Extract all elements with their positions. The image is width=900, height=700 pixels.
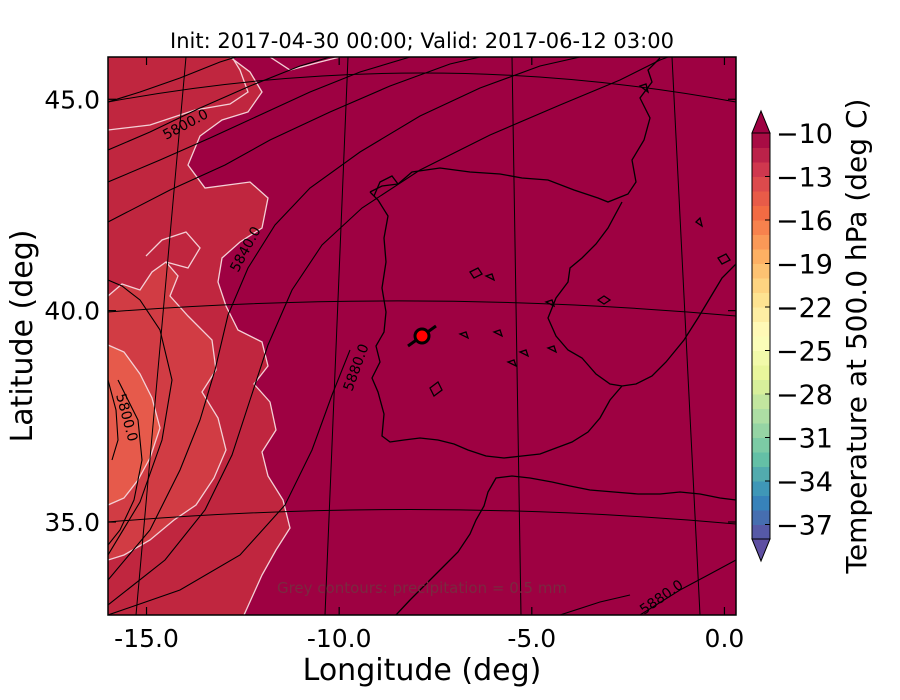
colorbar-band xyxy=(752,133,770,148)
coastline-iberia xyxy=(369,57,736,459)
coastline-africa xyxy=(395,475,736,615)
y-axis: 35.0 40.0 45.0 xyxy=(44,85,736,537)
plot-frame xyxy=(107,56,737,616)
temperature-contour-3 xyxy=(187,57,291,615)
colorbar-band xyxy=(752,263,770,279)
colorbar-band xyxy=(752,452,770,467)
x-tick-label: -5.0 xyxy=(507,624,556,653)
plot-area: Grey contours: precipitation = 0.5 mm 58… xyxy=(108,57,736,615)
colorbar-band xyxy=(752,336,770,351)
height-contour-10 xyxy=(108,379,119,461)
height-contour-8 xyxy=(108,349,351,615)
gridline-lat-40 xyxy=(108,300,736,317)
colorbar-band xyxy=(752,307,770,322)
height-contour-2 xyxy=(108,57,331,151)
colorbar-band xyxy=(752,220,770,235)
colorbar-tick-label: −22 xyxy=(776,293,833,324)
colorbar-tick-label: −10 xyxy=(776,119,833,150)
colorbar-band xyxy=(752,292,770,308)
temperature-contours xyxy=(108,57,341,615)
gridline-lat-45 xyxy=(108,72,736,103)
colorbar-tick-label: −16 xyxy=(776,206,833,237)
colorbar-tick-label: −34 xyxy=(776,467,833,498)
height-contour-6 xyxy=(108,279,173,556)
colorbar-band xyxy=(752,234,770,250)
height-contour-5 xyxy=(108,57,581,581)
height-contour-9 xyxy=(108,379,143,546)
colorbar-extend-min xyxy=(751,538,771,563)
colorbar-band xyxy=(752,147,770,163)
colorbar-band xyxy=(752,510,770,525)
colorbar-band xyxy=(752,394,770,409)
height-contour-11 xyxy=(639,559,736,615)
x-axis: -15.0 -10.0 -5.0 0.0 xyxy=(114,57,744,653)
chart-title: Init: 2017-04-30 00:00; Valid: 2017-06-1… xyxy=(170,29,674,53)
y-tick-label: 45.0 xyxy=(44,85,100,114)
colorbar-tick-label: −13 xyxy=(776,163,833,194)
x-axis-label: Longitude (deg) xyxy=(303,653,542,688)
colorbar-band xyxy=(752,162,770,177)
colorbar-tick-label: −31 xyxy=(776,424,833,455)
height-contour-7 xyxy=(108,57,669,606)
colorbar-band xyxy=(752,423,770,438)
temperature-contour-1 xyxy=(108,57,249,131)
height-contours xyxy=(108,57,736,615)
colorbar-band xyxy=(752,191,770,206)
temperature-contour-5 xyxy=(108,344,161,506)
y-axis-label: Latitude (deg) xyxy=(5,230,40,443)
height-contour-3 xyxy=(108,57,411,183)
gridline-lon-5 xyxy=(511,57,522,615)
gridline-lon-0 xyxy=(671,57,701,615)
precipitation-annotation: Grey contours: precipitation = 0.5 mm xyxy=(277,579,567,597)
colorbar-band xyxy=(752,524,770,540)
gridline-lat-35 xyxy=(108,509,736,525)
colorbar-band xyxy=(752,481,770,496)
y-tick-label: 40.0 xyxy=(44,297,100,326)
colorbar-band xyxy=(752,437,770,453)
height-contour-12 xyxy=(559,594,631,615)
colorbar-band xyxy=(752,278,770,293)
temperature-contour-4 xyxy=(108,261,227,561)
colorbar-band xyxy=(752,176,770,192)
colorbar-tick-label: −37 xyxy=(776,511,833,542)
colorbar-tick-label: −25 xyxy=(776,337,833,368)
coastline xyxy=(369,57,736,615)
colorbar-band xyxy=(752,495,770,511)
height-contour-4 xyxy=(108,57,481,223)
y-tick-label: 35.0 xyxy=(44,508,100,537)
temperature-contour-6 xyxy=(145,231,201,269)
colorbar-band xyxy=(752,205,770,221)
colorbar-band xyxy=(752,379,770,395)
colorbar-label: Temperature at 500.0 hPa (deg C) xyxy=(840,99,873,575)
colorbar-extend-max xyxy=(751,109,771,134)
colorbar-frame xyxy=(751,132,771,540)
location-marker xyxy=(413,327,431,345)
colorbar-band xyxy=(752,466,770,482)
temperature-contour-2 xyxy=(269,57,341,71)
gridline-lon-10 xyxy=(324,57,349,615)
colorbar-band xyxy=(752,321,770,337)
colorbar-tick-label: −19 xyxy=(776,250,833,281)
x-tick-label: -10.0 xyxy=(307,624,372,653)
colorbar: −10 −13 −16 −19 −22 −25 −28 −31 −34 −37 xyxy=(751,109,833,563)
colorbar-band xyxy=(752,350,770,366)
colorbar-band xyxy=(752,249,770,264)
x-tick-label: 0.0 xyxy=(705,624,745,653)
colorbar-band xyxy=(752,365,770,380)
colorbar-tick-label: −28 xyxy=(776,380,833,411)
border-france-spain xyxy=(373,175,399,197)
colorbar-band xyxy=(752,408,770,424)
height-contour-1 xyxy=(108,57,237,103)
x-tick-label: -15.0 xyxy=(114,624,179,653)
